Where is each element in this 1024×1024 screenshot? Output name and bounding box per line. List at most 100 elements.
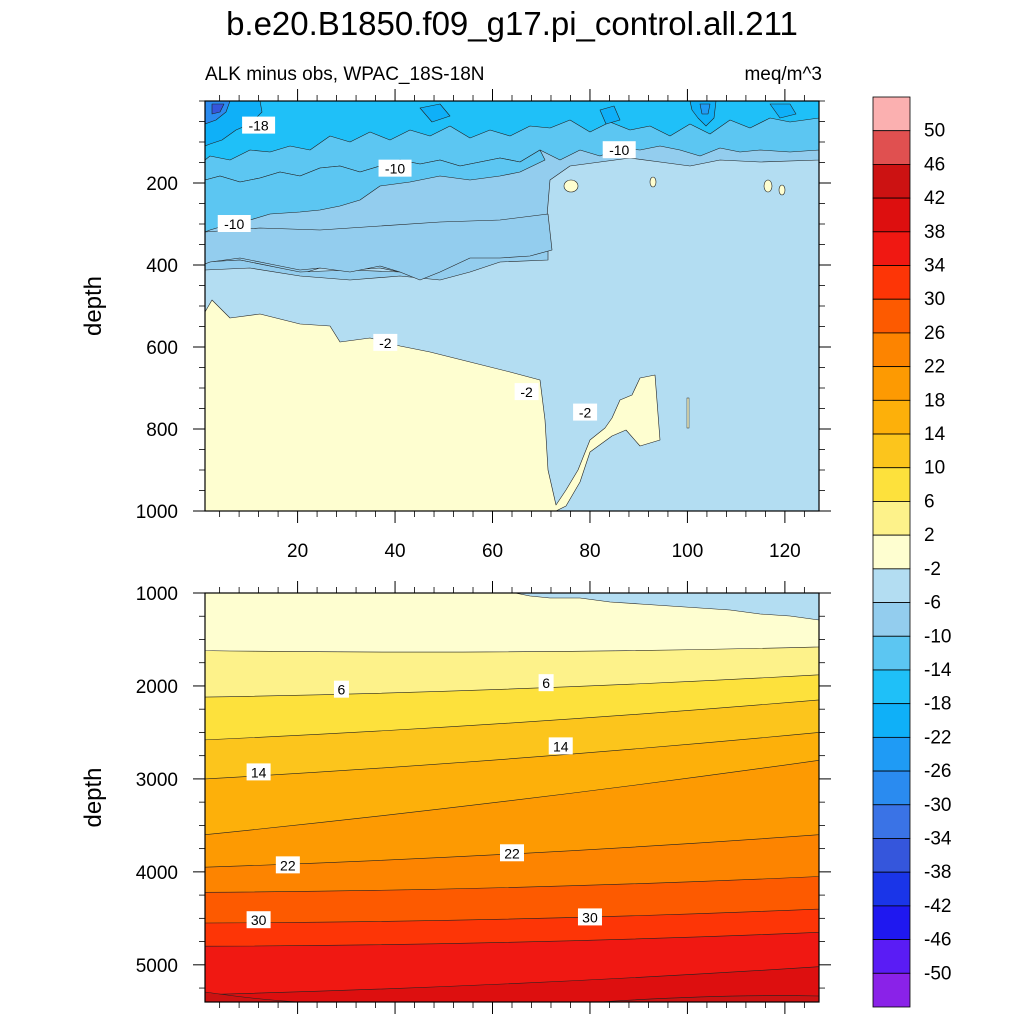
colorbar-label: 46 (924, 154, 945, 175)
chart-title: b.e20.B1850.f09_g17.pi_control.all.211 (226, 5, 798, 42)
colorbar-box (872, 972, 911, 1008)
colorbar-label: -50 (924, 963, 951, 984)
colorbar-label: -18 (924, 694, 951, 715)
colorbar-box (872, 298, 911, 334)
colorbar-box (872, 197, 911, 233)
svg-text:6: 6 (542, 675, 550, 691)
contour-label: -18 (242, 116, 276, 134)
y-tick-label: 400 (146, 256, 178, 277)
colorbar-box (872, 669, 911, 705)
lower-panel-fills (205, 593, 819, 1002)
contour-label: -2 (373, 333, 398, 351)
chart-subtitle: ALK minus obs, WPAC_18S-18N (205, 64, 485, 85)
x-tick-label: 80 (579, 541, 600, 562)
contour-label: 6 (538, 674, 554, 692)
band-fill (419, 103, 451, 123)
y-tick-label: 600 (146, 338, 178, 359)
svg-text:30: 30 (582, 909, 598, 925)
x-tick-label: 60 (482, 541, 503, 562)
colorbar-label: 14 (924, 424, 946, 445)
colorbar-label: -42 (924, 896, 951, 917)
band-fill (778, 184, 786, 196)
band-fill (205, 299, 661, 511)
colorbar-box (872, 96, 911, 132)
colorbar-box (872, 366, 911, 401)
band-fill (763, 179, 773, 193)
colorbar-box (872, 231, 911, 266)
svg-text:22: 22 (504, 845, 520, 861)
svg-text:30: 30 (251, 912, 267, 928)
svg-text:-2: -2 (579, 405, 592, 421)
band-fill (699, 103, 711, 115)
colorbar-box (872, 905, 911, 940)
colorbar-label: 34 (924, 256, 946, 277)
band-fill (599, 995, 819, 1002)
colorbar-box (872, 635, 911, 671)
colorbar-box (872, 871, 911, 907)
contour-label: 30 (577, 908, 602, 926)
colorbar-label: 42 (924, 188, 945, 209)
colorbar-box (872, 399, 911, 435)
contour-label: 14 (548, 737, 573, 755)
colorbar-box (872, 703, 911, 738)
colorbar-label: -6 (924, 593, 941, 614)
x-tick-label: 40 (384, 541, 405, 562)
svg-text:-2: -2 (379, 335, 392, 351)
contour-label: -2 (573, 403, 598, 421)
colorbar-box (872, 804, 911, 839)
colorbar-label: 50 (924, 121, 945, 142)
colorbar-box (872, 838, 911, 873)
svg-text:-10: -10 (224, 216, 244, 232)
band-fill (205, 149, 546, 233)
colorbar-label: -2 (924, 559, 941, 580)
colorbar-box (872, 332, 911, 368)
band-fill (686, 397, 690, 429)
colorbar-label: 30 (924, 289, 945, 310)
colorbar-box (872, 534, 911, 570)
contour-label: 30 (246, 911, 271, 929)
band-fill (205, 213, 553, 281)
y-axis-label: depth (80, 276, 107, 336)
colorbar-label: -34 (924, 828, 952, 849)
colorbar-label: -10 (924, 626, 951, 647)
svg-text:6: 6 (338, 682, 346, 698)
colorbar-box (872, 130, 911, 165)
y-tick-label: 200 (146, 174, 178, 195)
x-tick-label: 100 (672, 541, 704, 562)
svg-text:-10: -10 (385, 161, 405, 177)
x-tick-label: 20 (287, 541, 308, 562)
contour-labels-layer: -18 -10 -10 -10 -2 -2 -2 6 6 14 14 22 22 30 30 (217, 116, 636, 929)
band-fill (563, 179, 579, 193)
colorbar-label: 6 (924, 491, 935, 512)
colorbar-label: -38 (924, 862, 951, 883)
y-axis-label: depth (80, 767, 107, 827)
colorbar: 50 46 42 38 34 30 26 22 18 14 10 6 2 -2 -6 -10 -14 -18 -22… (872, 96, 952, 1008)
y-tick-label: 4000 (136, 863, 178, 884)
svg-text:-2: -2 (520, 384, 533, 400)
colorbar-box (872, 265, 911, 300)
svg-text:14: 14 (251, 764, 267, 780)
contour-label: -10 (602, 141, 636, 159)
colorbar-label: -26 (924, 761, 951, 782)
colorbar-box (872, 568, 911, 603)
y-tick-label: 2000 (136, 677, 178, 698)
colorbar-box (872, 939, 911, 974)
contour-label: -2 (514, 383, 539, 401)
contour-label: 22 (500, 844, 524, 862)
band-fill (769, 103, 797, 119)
colorbar-label: 38 (924, 222, 945, 243)
colorbar-label: 10 (924, 458, 945, 479)
band-fill (599, 105, 621, 125)
colorbar-label: 18 (924, 390, 945, 411)
x-tick-label: 120 (769, 541, 801, 562)
colorbar-box (872, 433, 911, 469)
y-tick-label: 1000 (136, 584, 178, 605)
colorbar-label: 2 (924, 525, 935, 546)
y-tick-label: 1000 (136, 502, 178, 523)
y-tick-label: 800 (146, 420, 178, 441)
colorbar-box (872, 467, 911, 502)
contour-label: 6 (333, 680, 349, 698)
contour-label: -10 (378, 159, 412, 177)
colorbar-box (872, 602, 911, 637)
units-label: meq/m^3 (744, 64, 822, 85)
